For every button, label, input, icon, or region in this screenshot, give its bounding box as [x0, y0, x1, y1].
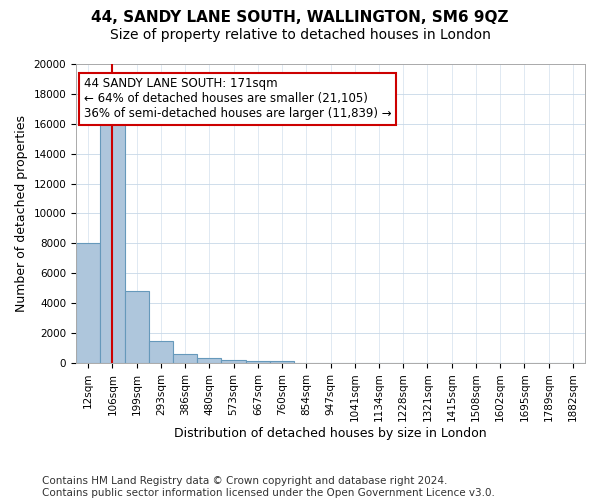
Bar — [270, 362, 294, 363]
Bar — [100, 116, 125, 363]
Bar — [197, 358, 221, 363]
Text: Size of property relative to detached houses in London: Size of property relative to detached ho… — [110, 28, 490, 42]
Y-axis label: Number of detached properties: Number of detached properties — [15, 115, 28, 312]
Text: Contains HM Land Registry data © Crown copyright and database right 2024.
Contai: Contains HM Land Registry data © Crown c… — [42, 476, 495, 498]
Text: 44, SANDY LANE SOUTH, WALLINGTON, SM6 9QZ: 44, SANDY LANE SOUTH, WALLINGTON, SM6 9Q… — [91, 10, 509, 25]
X-axis label: Distribution of detached houses by size in London: Distribution of detached houses by size … — [174, 427, 487, 440]
Bar — [149, 340, 173, 363]
Bar — [221, 360, 245, 363]
Bar — [173, 354, 197, 363]
Bar — [125, 291, 149, 363]
Text: 44 SANDY LANE SOUTH: 171sqm
← 64% of detached houses are smaller (21,105)
36% of: 44 SANDY LANE SOUTH: 171sqm ← 64% of det… — [83, 78, 391, 120]
Bar — [76, 244, 100, 363]
Bar — [245, 360, 270, 363]
